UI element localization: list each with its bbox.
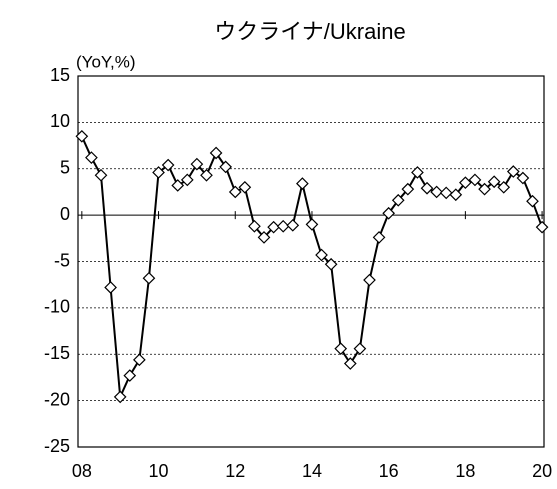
point-marker — [180, 173, 194, 187]
point-marker — [516, 171, 530, 185]
y-tick-label: 10 — [50, 111, 70, 131]
point-marker — [401, 182, 415, 196]
point-marker — [305, 218, 319, 231]
point-marker — [449, 188, 463, 202]
point-marker — [200, 168, 213, 182]
point-marker — [75, 129, 89, 143]
point-marker — [133, 353, 146, 367]
point-marker — [85, 151, 98, 164]
x-tick-label: 14 — [302, 461, 322, 481]
point-marker — [506, 165, 520, 178]
point-marker — [113, 390, 127, 404]
y-tick-label: 5 — [60, 158, 70, 178]
y-tick-label: -15 — [44, 343, 70, 363]
point-marker — [142, 271, 156, 285]
point-marker — [324, 257, 338, 271]
point-marker — [209, 146, 223, 160]
point-marker — [296, 177, 309, 190]
x-tick-label: 12 — [225, 461, 245, 481]
point-marker — [276, 219, 290, 233]
x-tick-label: 16 — [379, 461, 399, 481]
point-marker — [372, 231, 386, 244]
point-marker — [152, 166, 165, 179]
y-tick-label: 0 — [60, 204, 70, 224]
y-tick-label: -20 — [44, 389, 70, 409]
point-marker — [343, 357, 357, 370]
point-marker — [535, 220, 549, 234]
point-marker — [238, 180, 252, 194]
plot-frame — [77, 75, 545, 448]
point-marker — [334, 342, 348, 356]
point-marker — [411, 166, 424, 179]
x-tick-label: 20 — [532, 461, 552, 481]
point-marker — [123, 369, 137, 382]
point-marker — [391, 193, 405, 207]
point-marker — [104, 281, 117, 294]
chart-title: ウクライナ/Ukraine — [214, 19, 405, 44]
series-line — [80, 135, 544, 401]
point-marker — [468, 173, 482, 187]
point-marker — [315, 248, 328, 262]
point-marker — [526, 194, 539, 208]
point-marker — [267, 220, 280, 234]
point-marker — [497, 180, 511, 194]
point-marker — [439, 186, 453, 200]
point-marker — [161, 158, 175, 172]
point-marker — [228, 185, 242, 199]
point-marker — [286, 218, 300, 232]
point-marker — [459, 176, 472, 190]
y-tick-label: -10 — [44, 297, 70, 317]
y-axis-label: (YoY,%) — [76, 52, 136, 71]
x-tick-label: 18 — [455, 461, 475, 481]
point-marker — [190, 157, 204, 171]
point-marker — [248, 219, 261, 233]
point-marker — [363, 273, 376, 287]
x-tick-label: 08 — [72, 461, 92, 481]
y-tick-label: -25 — [44, 436, 70, 456]
point-marker — [94, 168, 108, 182]
point-marker — [478, 182, 491, 196]
point-marker — [430, 185, 443, 199]
point-marker — [171, 179, 185, 192]
point-marker — [487, 175, 501, 189]
y-tick-label: -5 — [54, 250, 70, 270]
point-marker — [257, 231, 271, 244]
point-marker — [420, 181, 434, 195]
x-tick-label: 10 — [149, 461, 169, 481]
y-tick-label: 15 — [50, 65, 70, 85]
point-marker — [382, 206, 396, 220]
point-marker — [353, 342, 367, 356]
point-marker — [219, 160, 233, 174]
